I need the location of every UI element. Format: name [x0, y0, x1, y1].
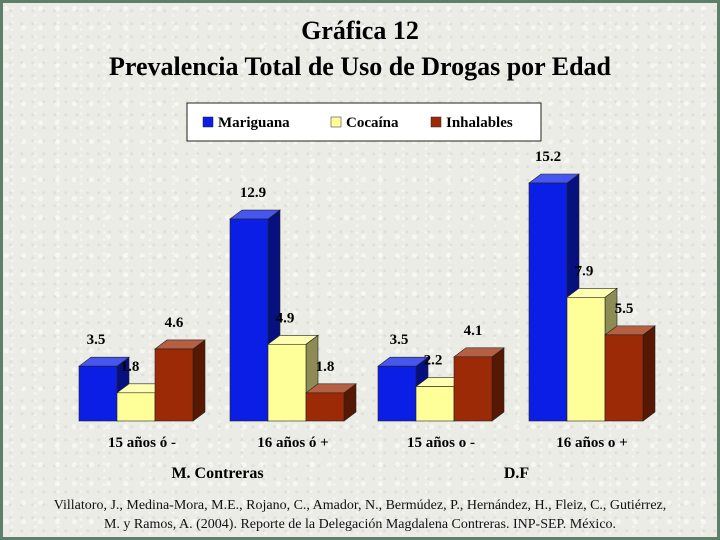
legend: Mariguana Cocaína Inhalables: [186, 102, 542, 142]
x-tick-label: 15 años ó -: [108, 435, 176, 451]
legend-swatch: [202, 116, 214, 128]
bar-front: [154, 348, 194, 422]
x-tick-label: 16 años o +: [556, 435, 627, 451]
legend-item-inhalables: Inhalables: [430, 115, 513, 131]
x-tick-label: 15 años o -: [407, 435, 475, 451]
bar-front: [453, 356, 493, 422]
bar-side: [491, 347, 505, 422]
bar-front: [415, 386, 455, 422]
legend-item-cocaína: Cocaína: [330, 115, 399, 131]
legend-label: Mariguana: [218, 115, 290, 131]
bar-front: [305, 392, 345, 422]
bar-front: [377, 365, 417, 422]
legend-swatch: [330, 116, 342, 128]
data-label: 7.9: [575, 263, 594, 279]
x-tick-label: 16 años ó +: [257, 435, 328, 451]
bar-inhalables-1: [154, 339, 206, 422]
bar-inhalables-3: [453, 347, 505, 422]
data-label: 1.8: [316, 359, 335, 375]
bar-front: [78, 365, 118, 422]
bar-front: [528, 182, 568, 422]
data-label: 4.9: [276, 310, 295, 326]
group-label: D.F: [504, 465, 530, 482]
bar-front: [267, 343, 307, 422]
data-label: 4.6: [165, 315, 184, 331]
data-label: 4.1: [464, 323, 483, 339]
bar-side: [642, 325, 656, 422]
bar-front: [229, 218, 269, 422]
legend-item-mariguana: Mariguana: [202, 115, 290, 131]
bar-front: [604, 334, 644, 422]
legend-label: Inhalables: [446, 115, 513, 131]
bar-chart: 3.5 12.9 3.5 15.2 1.8 4.9 2.2 7.9 4.6 1.8 4.1 5.5 15…: [78, 102, 656, 482]
chart-title: Gráfica 12: [301, 16, 419, 45]
data-label: 1.8: [121, 359, 140, 375]
group-label: M. Contreras: [171, 465, 263, 482]
data-label: 5.5: [615, 301, 634, 317]
data-label: 3.5: [390, 332, 409, 348]
legend-label: Cocaína: [346, 115, 399, 131]
bar-inhalables-4: [604, 325, 656, 422]
citation-line-1: Villatoro, J., Medina-Mora, M.E., Rojano…: [53, 498, 667, 513]
legend-box: [186, 102, 542, 142]
citation-line-2: M. y Ramos, A. (2004). Reporte de la Del…: [103, 517, 617, 532]
bar-front: [566, 297, 606, 422]
legend-swatch: [430, 116, 442, 128]
data-label: 12.9: [240, 185, 266, 201]
bar-inhalables-2: [305, 383, 357, 422]
bar-cocaína-4: [566, 287, 618, 422]
data-label: 2.2: [424, 353, 443, 369]
bar-side: [192, 339, 206, 422]
data-label: 15.2: [535, 149, 561, 165]
bar-front: [116, 392, 156, 422]
data-label: 3.5: [87, 332, 106, 348]
chart-subtitle: Prevalencia Total de Uso de Drogas por E…: [109, 52, 611, 81]
